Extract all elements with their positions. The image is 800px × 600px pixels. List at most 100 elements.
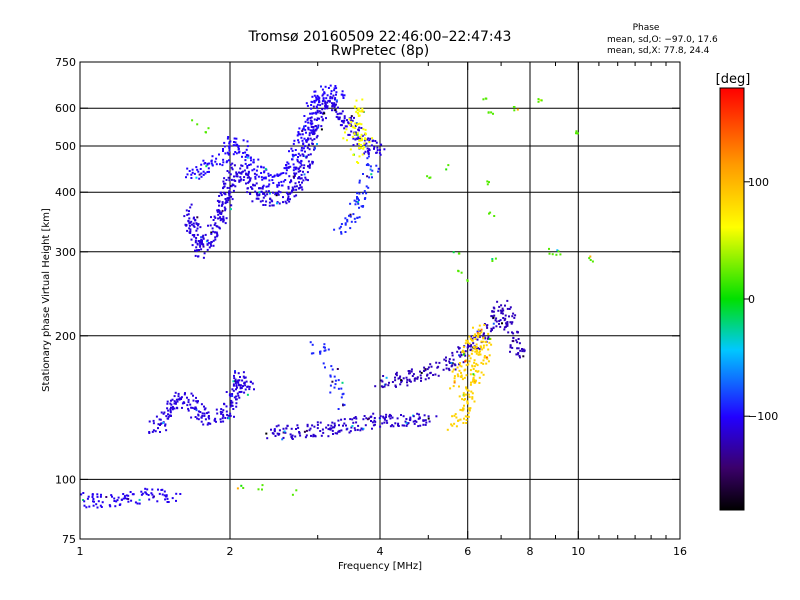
data-point (176, 400, 179, 403)
data-point (324, 346, 326, 349)
data-point (204, 233, 207, 236)
data-point (169, 409, 172, 412)
data-point (470, 352, 473, 355)
data-point (248, 176, 250, 179)
data-point (304, 145, 307, 148)
data-point (152, 419, 155, 422)
data-point (358, 110, 361, 113)
data-point (515, 353, 518, 356)
data-point (299, 133, 302, 136)
data-point (259, 187, 262, 190)
data-point (239, 376, 241, 378)
data-point (495, 320, 498, 323)
data-point (498, 322, 500, 325)
data-point (260, 172, 263, 174)
data-point (291, 434, 294, 437)
data-point (186, 229, 189, 232)
data-point (202, 237, 205, 240)
data-point (202, 159, 205, 162)
data-point (185, 224, 188, 227)
data-point (473, 335, 476, 337)
data-point (222, 217, 225, 220)
data-point (480, 371, 483, 374)
data-point (269, 198, 272, 201)
data-point (463, 404, 465, 407)
data-point (333, 89, 336, 92)
data-point (140, 490, 143, 493)
data-point (193, 234, 196, 236)
data-point (482, 373, 485, 376)
data-point (285, 169, 288, 172)
data-point (329, 95, 332, 98)
data-point (358, 107, 361, 110)
data-point (287, 195, 290, 198)
data-point (343, 422, 346, 425)
data-point (362, 173, 364, 175)
data-point (391, 424, 394, 427)
data-point (195, 400, 198, 403)
data-point (427, 377, 430, 380)
data-point (274, 193, 277, 196)
data-point (324, 349, 327, 352)
data-point (273, 430, 276, 433)
data-point (292, 155, 295, 158)
data-point (355, 200, 358, 203)
data-point (461, 378, 464, 381)
data-point (247, 173, 250, 175)
data-point (322, 431, 325, 434)
data-point (222, 161, 225, 164)
data-point (331, 96, 334, 99)
data-point (482, 333, 485, 336)
data-point (344, 231, 347, 233)
data-point (375, 151, 378, 154)
data-point (192, 399, 195, 402)
data-point (455, 416, 458, 419)
data-point (246, 166, 249, 169)
data-point (97, 500, 100, 503)
data-point (315, 136, 318, 139)
data-point (175, 499, 177, 502)
colorbar-label: [deg] (716, 72, 751, 87)
data-point (198, 177, 201, 180)
data-point (467, 344, 469, 347)
data-point (324, 104, 327, 107)
data-point (358, 192, 361, 195)
data-point (408, 380, 411, 382)
data-point (242, 371, 245, 374)
data-point (200, 416, 203, 419)
data-point (204, 407, 207, 410)
data-point (459, 408, 462, 411)
data-point (463, 351, 466, 354)
data-point (354, 131, 357, 134)
data-point (358, 126, 361, 129)
data-point (482, 359, 485, 362)
data-point (477, 353, 480, 356)
data-point (157, 423, 160, 426)
data-point (293, 139, 296, 142)
data-point (216, 234, 219, 237)
data-point (466, 389, 469, 392)
y-tick-label: 400 (55, 186, 76, 199)
data-point (465, 422, 468, 424)
data-point (344, 217, 347, 220)
data-point (326, 101, 329, 104)
data-point (221, 164, 224, 167)
data-point (290, 179, 292, 182)
data-point (206, 423, 209, 426)
data-point (237, 148, 240, 151)
data-point (237, 145, 240, 148)
data-point (466, 339, 469, 342)
data-point (338, 116, 341, 119)
data-point (376, 146, 379, 149)
data-point (466, 400, 469, 403)
data-point (316, 103, 319, 106)
data-point (167, 501, 170, 503)
data-point (327, 348, 330, 351)
data-point (196, 249, 199, 252)
data-point (506, 307, 509, 310)
data-point (485, 362, 488, 365)
data-point (233, 144, 236, 147)
data-point (214, 231, 217, 234)
data-point (196, 243, 199, 246)
